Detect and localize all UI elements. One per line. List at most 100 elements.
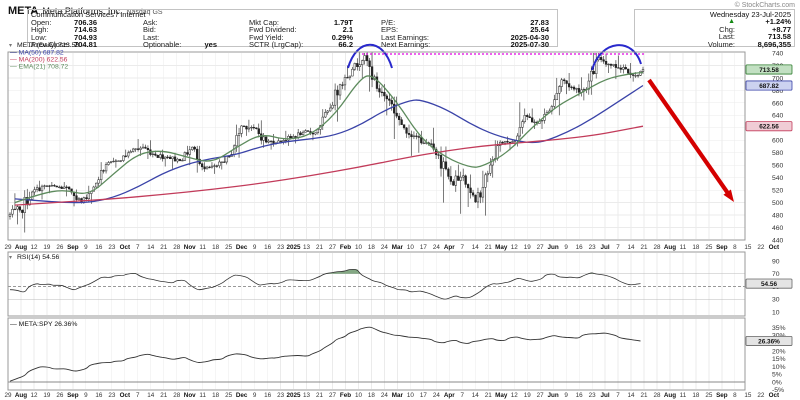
ma50-legend[interactable]: — MA(50) 687.82 — [10, 50, 64, 57]
svg-text:18: 18 — [368, 392, 376, 399]
svg-text:0%: 0% — [772, 379, 782, 386]
chart-menu-icon[interactable]: ▾ — [9, 43, 12, 49]
quote-label: Next Earnings: — [381, 40, 431, 50]
title-line: META Meta Platforms, Inc. Nasdaq GS — [8, 1, 163, 17]
svg-text:25: 25 — [705, 244, 713, 251]
svg-text:14: 14 — [147, 244, 155, 251]
svg-text:18: 18 — [368, 244, 376, 251]
svg-text:10%: 10% — [772, 364, 786, 371]
svg-text:Sep: Sep — [716, 392, 728, 399]
quote-value: 2025-07-30 — [510, 40, 549, 50]
ma200-legend[interactable]: — MA(200) 622.56 — [10, 57, 68, 64]
svg-text:14: 14 — [472, 244, 480, 251]
svg-text:10: 10 — [407, 392, 415, 399]
svg-text:11: 11 — [199, 392, 206, 399]
svg-text:28: 28 — [653, 392, 661, 399]
svg-text:Sep: Sep — [67, 244, 79, 251]
svg-text:9: 9 — [84, 244, 88, 251]
ema21-legend[interactable]: — EMA(21) 708.72 — [10, 64, 68, 71]
svg-text:21: 21 — [485, 244, 493, 251]
svg-text:7: 7 — [136, 244, 140, 251]
quote-value: 2025-04-30 — [510, 32, 549, 42]
svg-text:21: 21 — [641, 244, 649, 251]
svg-text:23: 23 — [108, 392, 116, 399]
svg-text:70: 70 — [772, 271, 780, 278]
svg-text:Dec: Dec — [236, 244, 248, 251]
quote-label: Optionable: — [143, 40, 182, 50]
svg-text:12: 12 — [30, 244, 38, 251]
svg-text:29: 29 — [4, 392, 12, 399]
svg-text:24: 24 — [433, 244, 441, 251]
svg-text:16: 16 — [95, 392, 103, 399]
svg-text:Mar: Mar — [392, 244, 404, 251]
svg-text:21: 21 — [160, 392, 168, 399]
svg-text:24: 24 — [381, 392, 389, 399]
svg-text:Sep: Sep — [67, 392, 79, 399]
svg-text:Jun: Jun — [548, 392, 559, 399]
quote-value: 0.29% — [331, 32, 353, 42]
quote-value: 25.64 — [530, 25, 549, 35]
svg-text:Sep: Sep — [716, 244, 728, 251]
change-value: +8.77 — [772, 24, 791, 34]
svg-text:Jul: Jul — [601, 392, 610, 399]
ticker-symbol: META — [8, 5, 39, 17]
svg-text:480: 480 — [772, 212, 784, 219]
svg-text:11: 11 — [680, 244, 687, 251]
price-legend[interactable]: META (Daily) 713.58 — [17, 42, 79, 49]
change-label: Volume: — [707, 39, 735, 49]
ratio-legend[interactable]: — META:SPY 26.36% — [10, 321, 77, 328]
svg-text:Aug: Aug — [664, 244, 676, 251]
rsi-menu-icon[interactable]: ▾ — [9, 255, 12, 261]
svg-text:27: 27 — [537, 392, 545, 399]
svg-text:9: 9 — [564, 244, 568, 251]
svg-text:20%: 20% — [772, 348, 786, 355]
quote-columns: Open: 706.36 High: 714.63 Low: 704.93 Prev Clo… — [31, 19, 554, 49]
svg-text:54.56: 54.56 — [761, 281, 777, 288]
svg-text:23: 23 — [589, 244, 597, 251]
change-value: 713.58 — [768, 32, 791, 42]
svg-text:640: 640 — [772, 113, 784, 120]
svg-text:460: 460 — [772, 225, 784, 232]
svg-text:680: 680 — [772, 88, 784, 95]
quote-label: Prev Close: — [31, 40, 70, 50]
rsi-legend[interactable]: RSI(14) 54.56 — [17, 254, 60, 261]
moving-average-lines — [14, 71, 644, 206]
svg-text:19: 19 — [524, 392, 532, 399]
svg-text:26: 26 — [56, 392, 64, 399]
svg-text:12: 12 — [511, 244, 519, 251]
rsi-overbought-fill — [129, 269, 595, 274]
svg-text:9: 9 — [84, 392, 88, 399]
svg-text:Aug: Aug — [664, 392, 676, 399]
svg-text:580: 580 — [772, 150, 784, 157]
svg-text:16: 16 — [576, 392, 584, 399]
quote-label: P/E: — [381, 18, 396, 27]
price-panel-border — [7, 51, 746, 241]
svg-text:14: 14 — [472, 392, 480, 399]
svg-text:90: 90 — [772, 258, 780, 265]
stockcharts-brand: © StockCharts.com — [734, 2, 795, 9]
svg-text:7: 7 — [461, 244, 465, 251]
svg-text:Oct: Oct — [769, 392, 780, 399]
svg-text:622.56: 622.56 — [759, 124, 779, 131]
change-label: Chg: — [719, 24, 735, 34]
svg-text:713.58: 713.58 — [759, 67, 779, 74]
quote-column: Mkt Cap: 1.79T Fwd Dividend: 2.1 Fwd Yield: 0… — [249, 19, 353, 49]
svg-text:21: 21 — [160, 244, 168, 251]
svg-text:21: 21 — [316, 392, 324, 399]
svg-text:Apr: Apr — [444, 244, 455, 251]
svg-text:7: 7 — [136, 392, 140, 399]
svg-text:10: 10 — [772, 309, 780, 316]
quote-value: 706.36 — [74, 18, 97, 27]
quote-label: Mkt Cap: — [249, 18, 280, 27]
svg-text:Oct: Oct — [120, 392, 131, 399]
svg-text:9: 9 — [253, 244, 257, 251]
svg-text:Aug: Aug — [15, 392, 27, 399]
svg-text:10: 10 — [355, 392, 363, 399]
svg-text:2025: 2025 — [287, 392, 302, 399]
svg-text:600: 600 — [772, 138, 784, 145]
svg-text:9: 9 — [253, 392, 257, 399]
svg-text:12: 12 — [30, 392, 38, 399]
svg-text:27: 27 — [537, 244, 545, 251]
svg-text:28: 28 — [653, 244, 661, 251]
svg-text:24: 24 — [381, 244, 389, 251]
